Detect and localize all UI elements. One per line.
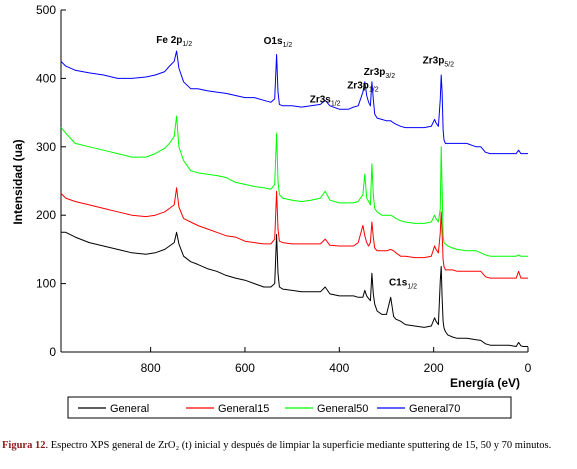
y-tick-label: 200 [36, 208, 56, 222]
x-ticks: 800 600 400 200 0 [141, 347, 532, 375]
peak-label: C1s1/2 [389, 278, 417, 291]
caption-figure-label: Figura 12 [2, 440, 46, 451]
series-layer [60, 50, 528, 347]
axes [60, 10, 528, 353]
y-tick-label: 500 [36, 3, 56, 17]
legend-label: General15 [218, 403, 269, 415]
series-line-general15 [60, 187, 528, 279]
legend-label: General50 [317, 403, 368, 415]
y-tick-label: 400 [36, 71, 56, 85]
x-tick-label: 800 [141, 361, 161, 375]
legend-label: General [110, 403, 149, 415]
y-axis-title: Intensidad (ua) [11, 139, 25, 224]
xps-chart: 0 100 200 300 400 500 800 600 400 200 0 Fe 2p1/2 O… [11, 3, 532, 419]
y-tick-label: 0 [49, 345, 56, 359]
peak-label: Zr3s1/2 [310, 94, 341, 107]
x-tick-label: 200 [424, 361, 444, 375]
x-tick-label: 400 [329, 361, 349, 375]
series-line-general50 [60, 115, 528, 257]
peak-label: Zr3p1/2 [347, 81, 379, 94]
series-line-general70 [60, 50, 528, 155]
caption-text: . Espectro XPS general de ZrO₂ (t) inici… [45, 440, 552, 451]
x-axis-title: Energía (eV) [450, 376, 520, 390]
peak-label: Zr3p3/2 [364, 67, 396, 80]
legend-label: General70 [409, 403, 460, 415]
x-tick-label: 0 [525, 361, 532, 375]
peak-label: O1s1/2 [264, 36, 293, 49]
y-tick-label: 300 [36, 140, 56, 154]
series-line-general [61, 231, 528, 347]
x-tick-label: 600 [235, 361, 255, 375]
y-tick-label: 100 [36, 277, 56, 291]
peak-label: Zr3p5/2 [423, 55, 455, 68]
y-ticks: 0 100 200 300 400 500 [36, 3, 66, 359]
figure-caption: Figura 12. Espectro XPS general de ZrO₂ … [2, 440, 575, 452]
legend: General General15 General50 General70 [67, 396, 512, 419]
peak-label: Fe 2p1/2 [156, 35, 192, 48]
